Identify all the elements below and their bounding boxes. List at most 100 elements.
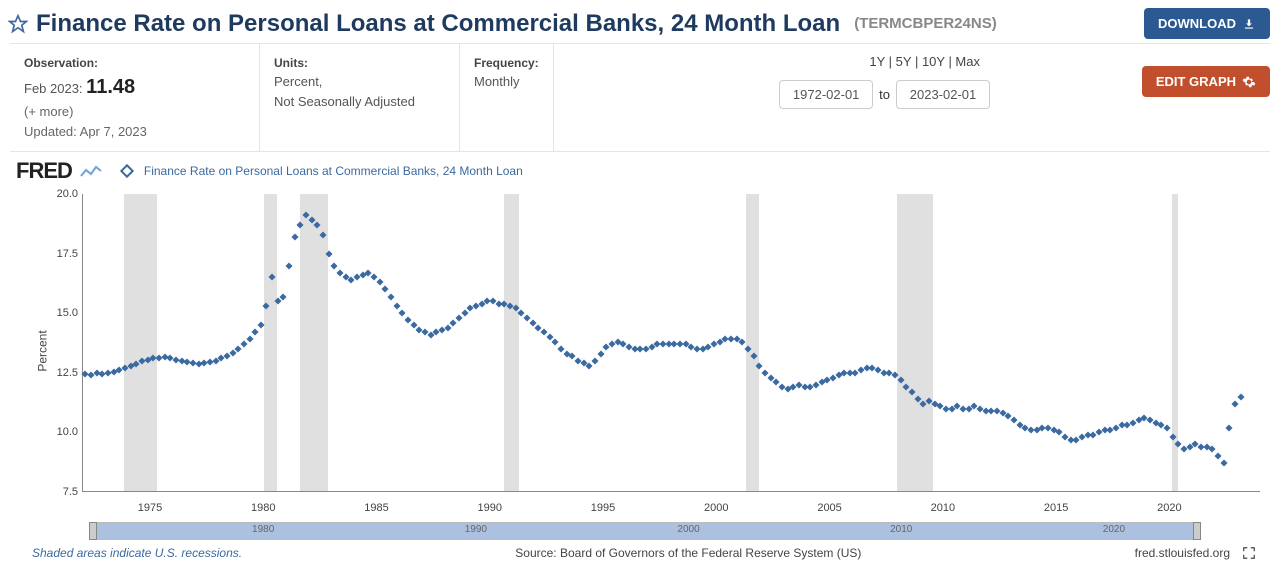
legend-row: FRED Finance Rate on Personal Loans at C… [10, 158, 1270, 184]
data-point [252, 329, 259, 336]
favorite-star-icon[interactable] [8, 14, 28, 34]
x-tick: 1975 [138, 502, 162, 514]
data-point [450, 319, 457, 326]
legend-marker-icon [120, 164, 134, 178]
info-row: Observation: Feb 2023: 11.48 (+ more) Up… [10, 43, 1270, 152]
data-point [1237, 394, 1244, 401]
y-tick: 7.5 [50, 486, 78, 498]
x-tick: 1980 [251, 502, 275, 514]
observation-value: 11.48 [86, 76, 135, 98]
y-tick: 17.5 [50, 248, 78, 260]
date-from-input[interactable] [779, 80, 873, 109]
data-point [393, 303, 400, 310]
range-links[interactable]: 1Y | 5Y | 10Y | Max [869, 54, 980, 69]
recession-band [897, 194, 933, 491]
scroll-handle-right[interactable] [1193, 522, 1201, 540]
frequency-label: Frequency: [474, 54, 539, 72]
data-point [1226, 424, 1233, 431]
header: Finance Rate on Personal Loans at Commer… [0, 0, 1280, 43]
data-point [756, 362, 763, 369]
data-point [591, 357, 598, 364]
recession-band [300, 194, 328, 491]
units-label: Units: [274, 54, 445, 72]
fred-chart-icon [80, 163, 102, 179]
data-point [405, 317, 412, 324]
recession-band [264, 194, 277, 491]
observation-more[interactable]: (+ more) [24, 102, 245, 122]
x-tick: 2015 [1044, 502, 1068, 514]
chart-area: Percent 7.510.012.515.017.520.0197519801… [10, 186, 1270, 516]
units-col: Units: Percent, Not Seasonally Adjusted [260, 44, 460, 151]
scroll-tick: 2010 [890, 524, 912, 535]
date-to-input[interactable] [896, 80, 990, 109]
x-tick: 1990 [478, 502, 502, 514]
fullscreen-icon[interactable] [1242, 546, 1256, 560]
scroll-tick: 2000 [677, 524, 699, 535]
scroll-tick: 1980 [252, 524, 274, 535]
data-point [1214, 453, 1221, 460]
data-point [597, 350, 604, 357]
chart-plot[interactable] [82, 194, 1260, 492]
chart-wrap: FRED Finance Rate on Personal Loans at C… [0, 152, 1280, 560]
data-point [331, 262, 338, 269]
data-point [1231, 400, 1238, 407]
y-axis-label: Percent [36, 330, 50, 371]
fred-logo: FRED [16, 158, 72, 184]
series-id: (TERMCBPER24NS) [854, 15, 997, 32]
data-point [540, 329, 547, 336]
data-point [1163, 424, 1170, 431]
observation-label: Observation: [24, 54, 245, 72]
observation-col: Observation: Feb 2023: 11.48 (+ more) Up… [10, 44, 260, 151]
units-line1: Percent, [274, 72, 445, 92]
data-point [586, 362, 593, 369]
scroll-handle-left[interactable] [89, 522, 97, 540]
data-point [240, 341, 247, 348]
data-point [291, 233, 298, 240]
x-tick: 2000 [704, 502, 728, 514]
y-tick: 15.0 [50, 307, 78, 319]
x-tick: 2010 [931, 502, 955, 514]
date-to-label: to [879, 87, 890, 102]
recession-note: Shaded areas indicate U.S. recessions. [32, 546, 242, 560]
recession-band [746, 194, 759, 491]
y-tick: 20.0 [50, 188, 78, 200]
gear-icon [1242, 75, 1256, 89]
time-scroll-rail[interactable]: 1980 1990 2000 2010 2020 [92, 522, 1198, 540]
chart-footer: Shaded areas indicate U.S. recessions. S… [10, 540, 1270, 560]
download-button[interactable]: DOWNLOAD [1144, 8, 1270, 39]
units-line2: Not Seasonally Adjusted [274, 92, 445, 112]
y-tick: 12.5 [50, 367, 78, 379]
data-point [1220, 460, 1227, 467]
frequency-value: Monthly [474, 72, 539, 92]
data-point [529, 319, 536, 326]
recession-band [504, 194, 519, 491]
frequency-col: Frequency: Monthly [460, 44, 554, 151]
data-point [761, 369, 768, 376]
x-tick: 1995 [591, 502, 615, 514]
data-point [569, 353, 576, 360]
download-button-label: DOWNLOAD [1158, 16, 1236, 31]
data-point [552, 338, 559, 345]
data-point [388, 293, 395, 300]
data-point [1209, 446, 1216, 453]
scroll-tick: 1990 [465, 524, 487, 535]
site-text: fred.stlouisfed.org [1135, 546, 1230, 560]
observation-date: Feb 2023: [24, 81, 83, 96]
edit-graph-button[interactable]: EDIT GRAPH [1142, 66, 1270, 97]
legend-text: Finance Rate on Personal Loans at Commer… [144, 164, 523, 178]
data-point [376, 279, 383, 286]
x-tick: 2020 [1157, 502, 1181, 514]
source-text: Source: Board of Governors of the Federa… [242, 546, 1134, 560]
page-title: Finance Rate on Personal Loans at Commer… [36, 10, 840, 38]
data-point [461, 310, 468, 317]
scroll-tick: 2020 [1103, 524, 1125, 535]
data-point [557, 345, 564, 352]
data-point [523, 314, 530, 321]
download-icon [1242, 17, 1256, 31]
x-tick: 1985 [364, 502, 388, 514]
date-range-inputs: to [779, 80, 990, 109]
data-point [456, 314, 463, 321]
x-tick: 2005 [817, 502, 841, 514]
observation-updated: Updated: Apr 7, 2023 [24, 122, 245, 142]
data-point [280, 293, 287, 300]
